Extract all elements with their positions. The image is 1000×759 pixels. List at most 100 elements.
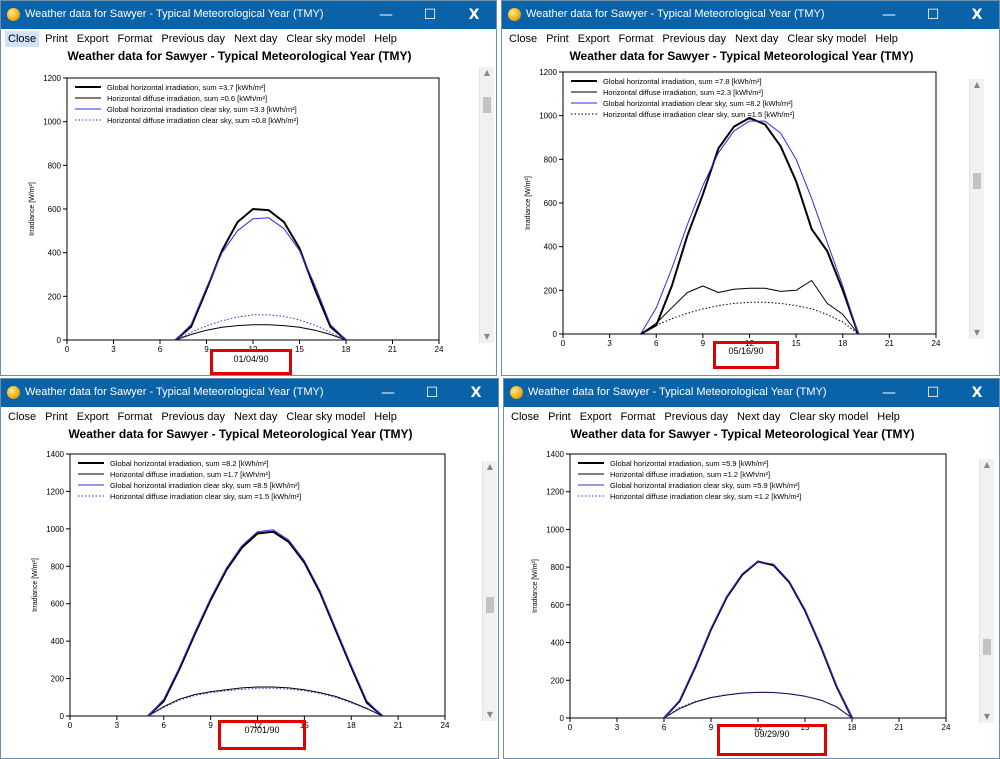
- legend-entry: Horizontal diffuse irradiation clear sky…: [107, 116, 298, 125]
- menu-clear-sky-model[interactable]: Clear sky model: [286, 411, 366, 423]
- scroll-up-icon[interactable]: ▲: [983, 460, 991, 469]
- title-bar[interactable]: Weather data for Sawyer - Typical Meteor…: [502, 1, 999, 29]
- menu-previous-day[interactable]: Previous day: [161, 411, 225, 423]
- x-tick-label: 12: [754, 723, 763, 732]
- menu-close[interactable]: Close: [8, 411, 37, 423]
- menu-format[interactable]: Format: [620, 411, 656, 423]
- y-tick-label: 800: [551, 563, 565, 572]
- y-tick-label: 400: [551, 639, 565, 648]
- y-tick-label: 0: [560, 714, 565, 723]
- scroll-thumb[interactable]: [983, 639, 991, 655]
- menu-format[interactable]: Format: [618, 33, 654, 45]
- vertical-scrollbar[interactable]: ▲ ▼: [479, 67, 494, 343]
- menu-help[interactable]: Help: [875, 33, 898, 45]
- menu-help[interactable]: Help: [374, 33, 397, 45]
- close-button[interactable]: X: [971, 7, 983, 23]
- menu-print[interactable]: Print: [546, 33, 569, 45]
- x-tick-label: 15: [801, 723, 810, 732]
- date-text: 07/01/90: [244, 725, 280, 735]
- minimize-button[interactable]: —: [882, 7, 896, 23]
- x-tick-label: 18: [347, 721, 356, 730]
- close-button[interactable]: X: [468, 7, 480, 23]
- scroll-up-icon[interactable]: ▲: [483, 68, 491, 77]
- scroll-up-icon[interactable]: ▲: [486, 462, 494, 471]
- menu-close[interactable]: Close: [509, 33, 538, 45]
- menu-print[interactable]: Print: [45, 411, 68, 423]
- menu-export[interactable]: Export: [76, 411, 109, 423]
- x-tick-label: 24: [435, 345, 444, 354]
- menu-export[interactable]: Export: [579, 411, 612, 423]
- close-button[interactable]: X: [470, 385, 482, 401]
- date-text: 09/29/90: [754, 729, 790, 739]
- scroll-down-icon[interactable]: ▼: [973, 328, 981, 337]
- minimize-button[interactable]: —: [381, 385, 395, 401]
- plot-area: [69, 453, 446, 717]
- close-button[interactable]: X: [971, 385, 983, 401]
- scroll-down-icon[interactable]: ▼: [486, 710, 494, 719]
- y-tick-label: 1200: [43, 74, 61, 83]
- plot-area: [562, 71, 937, 335]
- vertical-scrollbar[interactable]: ▲ ▼: [482, 461, 497, 721]
- maximize-button[interactable]: ☐: [926, 7, 940, 23]
- window-title: Weather data for Sawyer - Typical Meteor…: [526, 8, 825, 20]
- menu-help[interactable]: Help: [374, 411, 397, 423]
- x-tick-label: 3: [115, 721, 120, 730]
- app-icon: [510, 386, 523, 399]
- menu-format[interactable]: Format: [117, 411, 153, 423]
- maximize-button[interactable]: ☐: [926, 385, 940, 401]
- series-line-3: [175, 217, 347, 341]
- menu-close[interactable]: Close: [5, 31, 40, 47]
- menu-previous-day[interactable]: Previous day: [662, 33, 726, 45]
- weather-data-window: Weather data for Sawyer - Typical Meteor…: [0, 0, 497, 376]
- vertical-scrollbar[interactable]: ▲ ▼: [969, 79, 984, 339]
- y-tick-label: 1000: [539, 112, 557, 121]
- minimize-button[interactable]: —: [379, 7, 393, 23]
- date-text: 05/16/90: [728, 346, 764, 356]
- legend-entry: Horizontal diffuse irradiation, sum =1.2…: [610, 470, 770, 479]
- title-bar[interactable]: Weather data for Sawyer - Typical Meteor…: [1, 379, 498, 407]
- vertical-scrollbar[interactable]: ▲ ▼: [979, 459, 994, 723]
- legend-entry: Horizontal diffuse irradiation, sum =2.3…: [603, 88, 763, 97]
- menu-print[interactable]: Print: [45, 33, 68, 45]
- menu-next-day[interactable]: Next day: [233, 33, 278, 45]
- maximize-button[interactable]: ☐: [423, 7, 437, 23]
- y-tick-label: 200: [551, 676, 565, 685]
- scroll-thumb[interactable]: [486, 597, 494, 613]
- x-tick-label: 9: [208, 721, 213, 730]
- minimize-button[interactable]: —: [882, 385, 896, 401]
- menu-export[interactable]: Export: [76, 33, 109, 45]
- y-tick-label: 600: [48, 205, 62, 214]
- menu-export[interactable]: Export: [577, 33, 610, 45]
- scroll-up-icon[interactable]: ▲: [973, 80, 981, 89]
- legend-entry: Global horizontal irradiation, sum =7.8 …: [603, 77, 762, 86]
- scroll-thumb[interactable]: [483, 97, 491, 113]
- title-bar[interactable]: Weather data for Sawyer - Typical Meteor…: [1, 1, 496, 29]
- menu-clear-sky-model[interactable]: Clear sky model: [789, 411, 869, 423]
- menu-close[interactable]: Close: [511, 411, 540, 423]
- menu-format[interactable]: Format: [117, 33, 153, 45]
- y-tick-label: 0: [57, 336, 62, 345]
- title-bar[interactable]: Weather data for Sawyer - Typical Meteor…: [504, 379, 999, 407]
- app-icon: [7, 8, 20, 21]
- y-tick-label: 600: [544, 199, 558, 208]
- menu-next-day[interactable]: Next day: [734, 33, 779, 45]
- series-line-3: [640, 120, 859, 335]
- date-label: 07/01/90: [218, 720, 306, 750]
- menu-clear-sky-model[interactable]: Clear sky model: [286, 33, 366, 45]
- series-line-1: [640, 116, 860, 335]
- y-tick-label: 0: [553, 330, 558, 339]
- menu-clear-sky-model[interactable]: Clear sky model: [787, 33, 867, 45]
- menu-previous-day[interactable]: Previous day: [664, 411, 728, 423]
- menu-help[interactable]: Help: [877, 411, 900, 423]
- y-tick-label: 400: [544, 243, 558, 252]
- y-tick-label: 800: [544, 155, 558, 164]
- menu-next-day[interactable]: Next day: [736, 411, 781, 423]
- menu-print[interactable]: Print: [548, 411, 571, 423]
- x-tick-label: 0: [568, 723, 573, 732]
- scroll-down-icon[interactable]: ▼: [983, 712, 991, 721]
- menu-previous-day[interactable]: Previous day: [161, 33, 225, 45]
- scroll-thumb[interactable]: [973, 173, 981, 189]
- maximize-button[interactable]: ☐: [425, 385, 439, 401]
- menu-next-day[interactable]: Next day: [233, 411, 278, 423]
- scroll-down-icon[interactable]: ▼: [483, 332, 491, 341]
